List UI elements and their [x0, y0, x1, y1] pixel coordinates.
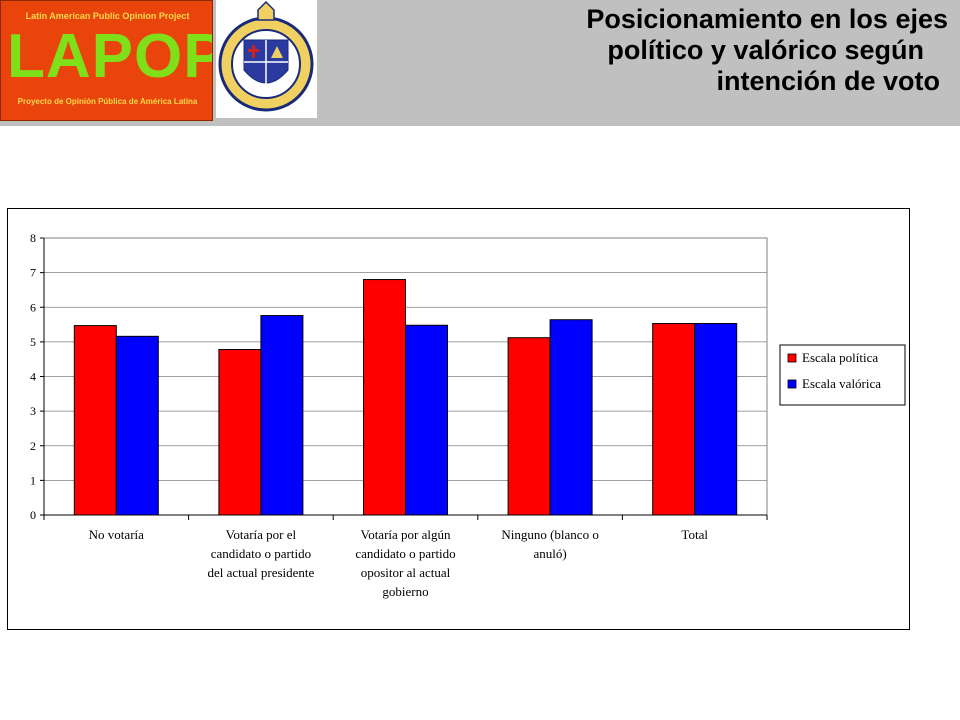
y-tick-label: 0: [30, 508, 36, 522]
y-tick-label: 1: [30, 473, 36, 487]
y-tick-label: 8: [30, 231, 36, 245]
title-line-3: intención de voto: [716, 66, 940, 96]
legend-label: Escala valórica: [802, 376, 881, 391]
bar-valoric: [260, 315, 304, 516]
bar-political: [652, 323, 696, 516]
x-category-label: candidato o partido: [211, 546, 311, 561]
x-category-label: Ninguno (blanco o: [501, 527, 598, 542]
legend: [779, 344, 906, 406]
bar-political: [507, 337, 551, 516]
x-category-label: opositor al actual: [361, 565, 451, 580]
header-bar: Latin American Public Opinion Project LA…: [0, 0, 960, 126]
x-category-label: gobierno: [382, 584, 428, 599]
bar-political: [218, 348, 262, 516]
bar-political: [73, 325, 117, 516]
y-tick-label: 3: [30, 404, 36, 418]
x-category-label: del actual presidente: [207, 565, 314, 580]
y-tick-label: 2: [30, 439, 36, 453]
y-tick-label: 4: [30, 370, 36, 384]
legend-swatch: [787, 379, 797, 389]
legend-label: Escala política: [802, 350, 878, 365]
lapop-wordmark: LAPOP: [7, 22, 213, 91]
x-category-label: Votaría por el: [226, 527, 297, 542]
page-title: Posicionamiento en los ejes político y v…: [388, 4, 948, 97]
bar-political: [363, 279, 406, 516]
lapop-logo: Latin American Public Opinion Project LA…: [0, 0, 213, 121]
bar-valoric: [115, 335, 159, 516]
lapop-tagline: Latin American Public Opinion Project: [25, 11, 190, 21]
title-line-1: Posicionamiento en los ejes: [586, 4, 948, 34]
chart-frame: 0 1 2 3 4 5 6 7 8 No votaría Votaría por el candida…: [7, 208, 910, 630]
y-tick-label: 6: [30, 300, 36, 314]
bar-valoric: [549, 319, 593, 516]
x-category-label: candidato o partido: [355, 546, 455, 561]
x-category-label: Total: [681, 527, 708, 542]
y-tick-label: 7: [30, 266, 36, 280]
bar-chart: 0 1 2 3 4 5 6 7 8 No votaría Votaría por el candida…: [30, 231, 906, 599]
y-tick-label: 5: [30, 335, 36, 349]
bar-valoric: [694, 323, 738, 516]
x-category-label: Votaría por algún: [360, 527, 451, 542]
bar-valoric: [405, 324, 448, 516]
title-line-2: político y valórico según: [607, 35, 924, 65]
university-seal-icon: [216, 0, 317, 118]
x-category-label: No votaría: [89, 527, 144, 542]
x-category-label: anuló): [533, 546, 566, 561]
lapop-subtitle: Proyecto de Opinión Pública de América L…: [17, 97, 198, 106]
legend-swatch: [787, 353, 797, 363]
